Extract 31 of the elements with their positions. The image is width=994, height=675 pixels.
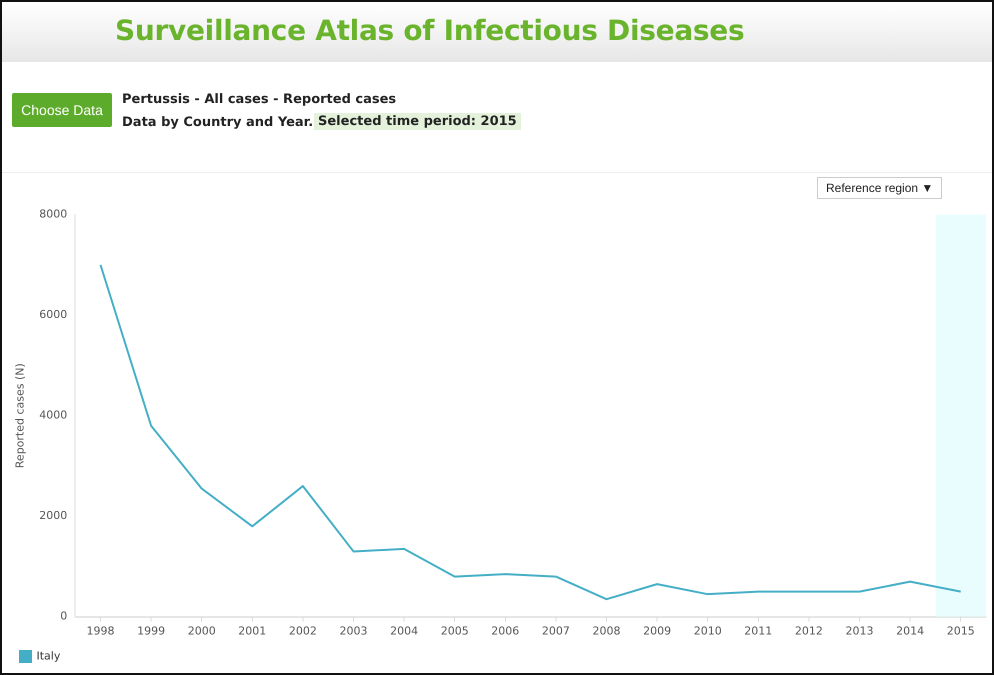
x-tick-label: 2008 [592,624,620,638]
x-tick-label: 1999 [137,624,166,638]
x-tick-label: 2006 [491,624,520,638]
x-tick-label: 2012 [794,624,823,638]
x-tick-label: 2011 [744,624,772,638]
text: Reference region ▼ [817,177,942,199]
y-tick-label: 4000 [39,408,68,422]
chart-subtitle: Pertussis - All cases - Reported cases [122,92,396,107]
x-tick-label: 2009 [643,624,672,638]
y-tick-label: 0 [60,610,68,623]
text: Data by Country and Year. [122,115,314,130]
x-tick-label: 2003 [339,624,368,638]
x-tick-label: 2014 [896,624,924,638]
text: Selected time period: 2015 [314,113,521,130]
x-tick-label: 2000 [188,624,216,638]
x-tick-label: 2013 [846,624,874,638]
chart-title: Surveillance Atlas of Infectious Diseases [115,14,744,47]
x-tick-label: 2002 [288,624,317,638]
y-tick-label: 6000 [39,308,68,322]
x-tick-label: 2010 [694,624,722,638]
y-axis-title: Reported cases (N) [13,363,26,468]
legend-label: Italy [36,649,61,662]
y-tick-label: 2000 [39,509,68,522]
x-tick-label: 2001 [238,624,266,638]
y-tick-label: 8000 [39,207,68,220]
x-tick-label: 2007 [542,624,570,638]
x-tick-label: 2004 [390,624,418,638]
x-tick-label: 2005 [440,624,469,638]
text: Choose Data [12,93,112,127]
x-tick-label: 1998 [86,624,114,638]
x-tick-label: 2015 [946,624,975,638]
